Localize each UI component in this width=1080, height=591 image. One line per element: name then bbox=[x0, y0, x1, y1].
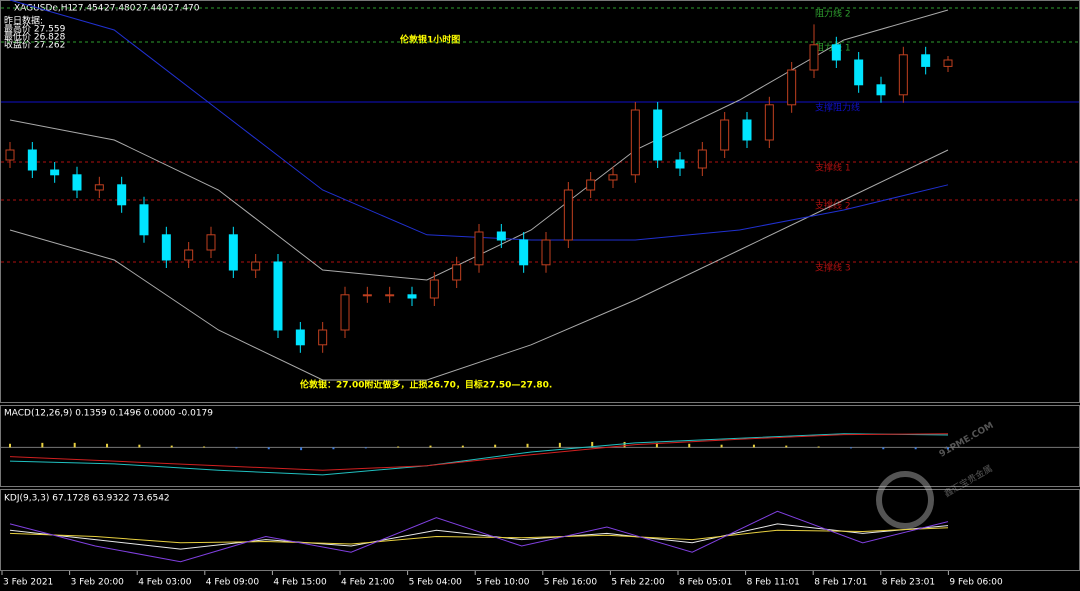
x-tick-label: 3 Feb 20:00 bbox=[71, 578, 125, 588]
candle-body bbox=[943, 59, 953, 67]
candle-body bbox=[519, 239, 529, 266]
candle-body bbox=[720, 119, 730, 151]
candle-body bbox=[295, 329, 305, 346]
candle-body bbox=[139, 204, 149, 236]
candle-body bbox=[608, 174, 618, 181]
x-tick-label: 5 Feb 16:00 bbox=[544, 578, 598, 588]
level-label: 支撑线 3 bbox=[815, 262, 851, 274]
candle-body bbox=[898, 54, 908, 96]
x-tick-label: 5 Feb 22:00 bbox=[611, 578, 665, 588]
candle-body bbox=[630, 109, 640, 176]
candle-body bbox=[474, 231, 484, 266]
x-tick-label: 8 Feb 17:01 bbox=[814, 578, 867, 588]
x-tick-label: 4 Feb 03:00 bbox=[138, 578, 192, 588]
candle-body bbox=[563, 189, 573, 241]
candle-body bbox=[161, 234, 171, 261]
candle-body bbox=[921, 54, 931, 67]
candle-body bbox=[27, 149, 37, 171]
candle-body bbox=[831, 44, 841, 61]
x-tick-label: 8 Feb 11:01 bbox=[747, 578, 800, 588]
info-line: 昨日数据: bbox=[4, 15, 43, 27]
candle-body bbox=[876, 84, 886, 96]
candle-body bbox=[742, 119, 752, 141]
x-tick-label: 8 Feb 05:01 bbox=[679, 578, 732, 588]
x-tick-label: 3 Feb 2021 bbox=[3, 578, 53, 588]
x-tick-label: 9 Feb 06:00 bbox=[949, 578, 1003, 588]
candle-body bbox=[787, 69, 797, 106]
candle-body bbox=[5, 149, 15, 161]
candle-body bbox=[675, 159, 685, 169]
candle-body bbox=[206, 234, 216, 251]
chart-title: 伦敦银1小时图 bbox=[400, 34, 460, 46]
x-tick-label: 4 Feb 21:00 bbox=[341, 578, 395, 588]
x-tick-label: 5 Feb 04:00 bbox=[409, 578, 463, 588]
candle-body bbox=[318, 329, 328, 346]
annotation: 伦敦银：27.00附近做多，止损26.70，目标27.50—27.80. bbox=[300, 379, 552, 391]
candle-body bbox=[854, 59, 864, 86]
x-tick-label: 8 Feb 23:01 bbox=[882, 578, 935, 588]
candle-body bbox=[273, 261, 283, 331]
x-tick-label: 5 Feb 10:00 bbox=[476, 578, 530, 588]
level-label: 支撑线 1 bbox=[815, 162, 851, 174]
candle-body bbox=[452, 264, 462, 281]
kdj-label: KDJ(9,3,3) 67.1728 63.9322 73.6542 bbox=[4, 494, 170, 504]
candle-body bbox=[429, 279, 439, 299]
candle-body bbox=[94, 184, 104, 191]
x-tick-label: 4 Feb 09:00 bbox=[206, 578, 260, 588]
j-line bbox=[9, 510, 949, 563]
candle-body bbox=[50, 169, 60, 176]
candle-body bbox=[340, 294, 350, 331]
level-label: 支撑阻力线 bbox=[815, 102, 860, 114]
candle-body bbox=[385, 294, 395, 297]
x-tick-label: 4 Feb 15:00 bbox=[273, 578, 327, 588]
ohlc-value: 27.480 bbox=[104, 4, 136, 14]
candle-body bbox=[586, 179, 596, 191]
info-line: 最高价 27.559 bbox=[4, 23, 66, 35]
info-line: 收盘价 27.262 bbox=[4, 39, 65, 51]
candle-body bbox=[653, 109, 663, 161]
level-label: 阻力线 2 bbox=[815, 8, 851, 20]
k-line bbox=[9, 523, 949, 550]
candle-body bbox=[228, 234, 238, 271]
candle-body bbox=[407, 294, 417, 299]
signal-line bbox=[9, 433, 949, 471]
candle-body bbox=[496, 231, 506, 241]
band-lower bbox=[9, 149, 949, 381]
info-line: 最低价 26.828 bbox=[4, 31, 66, 43]
candle-body bbox=[117, 184, 127, 206]
macd-label: MACD(12,26,9) 0.1359 0.1496 0.0000 -0.01… bbox=[4, 409, 213, 419]
d-line bbox=[9, 527, 949, 545]
candle-body bbox=[697, 149, 707, 169]
macd-line bbox=[9, 433, 949, 476]
candle-body bbox=[764, 104, 774, 141]
watermark-logo bbox=[876, 471, 934, 529]
candle-body bbox=[184, 249, 194, 261]
candle-body bbox=[362, 294, 372, 297]
candle-body bbox=[809, 44, 819, 71]
candle-body bbox=[541, 239, 551, 266]
candle-body bbox=[251, 261, 261, 271]
candle-body bbox=[72, 174, 82, 191]
